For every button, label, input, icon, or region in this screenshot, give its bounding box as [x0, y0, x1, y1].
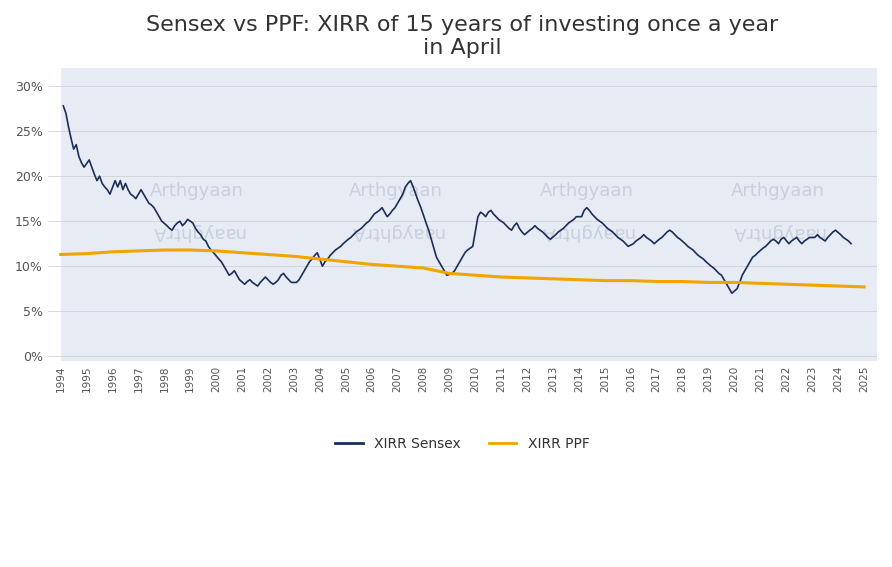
- Text: Arthgyaan: Arthgyaan: [540, 182, 633, 200]
- Text: Arthgyaan: Arthgyaan: [731, 182, 824, 200]
- Bar: [216, 68, 294, 361]
- Text: naayghtrA: naayghtrA: [540, 223, 633, 241]
- Bar: [138, 68, 216, 361]
- Text: Arthgyaan: Arthgyaan: [349, 182, 443, 200]
- Text: naayghtrA: naayghtrA: [349, 223, 443, 241]
- Bar: [372, 68, 450, 361]
- Bar: [527, 68, 605, 361]
- Bar: [450, 68, 527, 361]
- Text: naayghtrA: naayghtrA: [731, 223, 824, 241]
- Title: Sensex vs PPF: XIRR of 15 years of investing once a year
in April: Sensex vs PPF: XIRR of 15 years of inves…: [146, 15, 779, 58]
- Text: naayghtrA: naayghtrA: [150, 223, 244, 241]
- Text: Arthgyaan: Arthgyaan: [150, 182, 244, 200]
- Bar: [682, 68, 760, 361]
- Bar: [61, 68, 138, 361]
- Bar: [838, 68, 892, 361]
- Bar: [294, 68, 372, 361]
- Bar: [760, 68, 838, 361]
- Legend: XIRR Sensex, XIRR PPF: XIRR Sensex, XIRR PPF: [330, 431, 595, 456]
- Bar: [605, 68, 682, 361]
